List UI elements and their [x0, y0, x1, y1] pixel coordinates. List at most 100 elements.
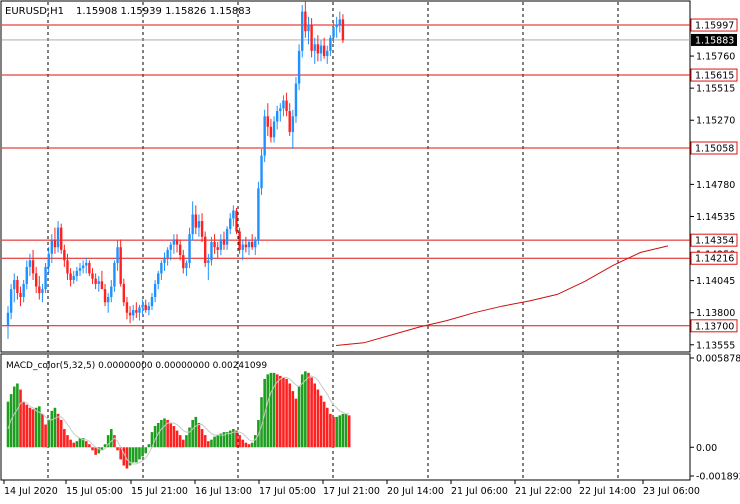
macd-bar-25 — [84, 441, 88, 448]
macd-bar-14 — [50, 410, 54, 448]
time-tick-label-4: 17 Jul 05:00 — [259, 486, 316, 497]
level-tag-label-2: 1.15058 — [695, 143, 734, 154]
macd-bar-62 — [200, 429, 204, 448]
candlesticks — [6, 1, 345, 339]
price-tick-label-2: 1.15270 — [696, 116, 735, 127]
candle-85 — [272, 116, 276, 143]
candle-9 — [34, 266, 38, 294]
macd-bar-18 — [63, 429, 66, 448]
candle-48 — [157, 270, 160, 290]
macd-bar-64 — [207, 441, 210, 448]
candle-82 — [263, 109, 266, 163]
candle-57 — [185, 260, 188, 277]
candle-30 — [100, 270, 104, 290]
level-labels: 1.15997 1.15615 1.15058 1.14354 1.14216 1.137… — [690, 18, 738, 333]
candle-94 — [301, 5, 304, 58]
macd-bar-76 — [244, 442, 248, 448]
price-tick-label-3: 1.14780 — [696, 180, 735, 191]
candle-89 — [285, 92, 288, 117]
candle-77 — [247, 239, 251, 256]
candle-66 — [213, 234, 216, 254]
level-tag-label-1: 1.15615 — [695, 71, 734, 82]
candle-72 — [232, 205, 235, 227]
candle-32 — [106, 293, 110, 313]
macd-bar-109 — [347, 415, 351, 448]
macd-bar-92 — [294, 398, 298, 448]
time-axis: 14 Jul 2020 15 Jul 05:00 15 Jul 21:00 16 Ju… — [1, 479, 700, 497]
candle-18 — [63, 244, 66, 267]
macd-bar-38 — [125, 447, 129, 469]
candle-34 — [113, 260, 116, 292]
candle-16 — [56, 221, 60, 253]
candle-19 — [66, 253, 69, 280]
macd-bar-72 — [232, 429, 235, 448]
candle-47 — [153, 279, 157, 303]
macd-bar-81 — [260, 397, 263, 448]
candle-51 — [166, 247, 169, 266]
candle-17 — [60, 223, 63, 254]
macd-bar-86 — [275, 374, 279, 448]
macd-bar-29 — [97, 447, 101, 454]
macd-bar-12 — [44, 424, 47, 448]
candle-26 — [88, 260, 91, 277]
macd-bar-61 — [197, 422, 201, 448]
macd-bar-37 — [122, 447, 126, 466]
macd-bar-41 — [135, 447, 138, 463]
macd-bar-70 — [225, 432, 229, 448]
macd-bar-8 — [31, 409, 35, 448]
candle-96 — [307, 16, 310, 45]
candle-103 — [329, 35, 332, 57]
macd-bar-63 — [203, 435, 207, 448]
ma-line — [335, 245, 669, 346]
macd-bar-94 — [300, 374, 304, 448]
macd-bar-19 — [66, 435, 69, 448]
macd-bar-48 — [156, 422, 160, 448]
macd-bar-51 — [166, 419, 169, 448]
macd-bar-10 — [38, 406, 41, 448]
candle-93 — [297, 44, 301, 91]
macd-bar-97 — [310, 377, 313, 448]
macd-bar-28 — [94, 447, 97, 455]
macd-bar-3 — [16, 383, 19, 448]
time-tick-label-1: 15 Jul 05:00 — [66, 486, 123, 497]
level-tag-label-4: 1.14216 — [695, 254, 734, 265]
candle-65 — [210, 236, 213, 266]
macd-bar-90 — [288, 383, 291, 448]
macd-grid — [47, 355, 619, 480]
price-axis: 1.15760 1.15515 1.15270 1.14780 1.14535 1.142… — [690, 52, 735, 351]
candle-23 — [78, 262, 82, 277]
ohlc-readout: 1.15908 1.15939 1.15826 1.15883 — [76, 6, 251, 17]
candle-71 — [229, 213, 232, 235]
candle-70 — [225, 226, 229, 250]
candle-10 — [38, 276, 41, 300]
time-tick-label-6: 20 Jul 14:00 — [387, 486, 444, 497]
macd-bar-9 — [34, 407, 38, 448]
candle-14 — [50, 234, 54, 263]
candle-35 — [116, 240, 119, 271]
macd-bar-68 — [219, 433, 223, 448]
candle-0 — [6, 306, 10, 339]
candle-45 — [147, 302, 151, 316]
macd-axis: 0.0058783 0.00 -0.001892 — [690, 354, 740, 483]
macd-bar-83 — [266, 374, 270, 448]
macd-bar-57 — [185, 435, 188, 448]
macd-bar-30 — [100, 447, 104, 451]
candle-101 — [322, 37, 326, 59]
candle-92 — [294, 77, 298, 123]
macd-bar-11 — [41, 413, 44, 448]
level-tag-4 — [690, 251, 738, 265]
macd-bar-34 — [113, 435, 116, 448]
moving-average — [335, 245, 669, 346]
macd-bar-40 — [131, 447, 135, 463]
candle-46 — [150, 293, 154, 311]
macd-bar-96 — [307, 372, 310, 448]
candle-61 — [197, 214, 201, 237]
candle-44 — [144, 299, 147, 313]
current-price-label: 1.15883 — [695, 35, 734, 46]
candle-67 — [216, 242, 219, 258]
candle-68 — [219, 234, 223, 256]
macd-bar-106 — [338, 415, 342, 448]
macd-bar-49 — [160, 419, 163, 448]
